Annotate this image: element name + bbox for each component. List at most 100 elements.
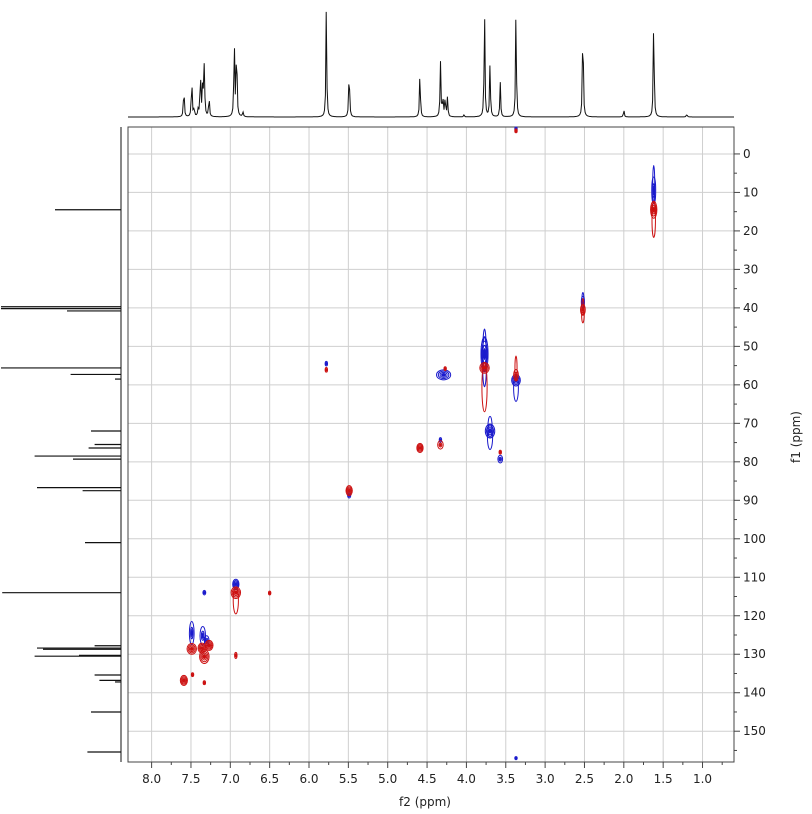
contour-ring	[481, 364, 488, 372]
contour-core	[202, 654, 206, 659]
contour-ring	[651, 205, 656, 215]
contour-core	[325, 362, 328, 365]
red-contour-peak	[514, 128, 518, 134]
contour-core	[201, 632, 204, 640]
red-contour-peak	[190, 672, 195, 678]
contour-ring	[651, 176, 657, 205]
contour-core	[200, 646, 204, 650]
contour-core	[482, 366, 487, 370]
x-tick-label: 2.5	[575, 772, 594, 786]
y-tick-label: 150	[743, 724, 766, 738]
contour-ring	[190, 626, 194, 640]
contour-ring	[513, 376, 519, 384]
contour-ring	[514, 756, 518, 761]
red-contour-peak	[443, 366, 447, 372]
y-axis-title: f1 (ppm)	[789, 411, 803, 463]
contour-ring	[514, 128, 518, 134]
contour-ring	[202, 589, 207, 596]
contour-core	[325, 369, 328, 371]
contour-ring	[199, 649, 210, 664]
contour-ring	[201, 652, 208, 661]
y-tick-label: 70	[743, 416, 758, 430]
red-contour-peak	[580, 298, 586, 324]
contour-core	[441, 373, 447, 377]
y-tick-label: 50	[743, 339, 758, 353]
contour-ring	[232, 589, 239, 597]
contour-core	[203, 681, 206, 684]
y-tick-label: 90	[743, 493, 758, 507]
x-tick-label: 2.0	[614, 772, 633, 786]
contour-core	[191, 673, 194, 676]
contour-core	[515, 373, 517, 378]
contour-ring	[437, 370, 450, 380]
plot-border	[127, 126, 735, 763]
blue-contour-peak	[438, 437, 443, 443]
contour-ring	[514, 371, 518, 379]
contour-core	[418, 446, 422, 450]
contour-ring	[438, 437, 443, 443]
x-axis-title: f2 (ppm)	[399, 795, 451, 809]
red-contour-peak	[204, 639, 214, 651]
contour-core	[499, 451, 502, 453]
contour-ring	[439, 371, 448, 378]
y-tick-label: 80	[743, 455, 758, 469]
y-tick-label: 130	[743, 647, 766, 661]
contour-ring	[346, 486, 353, 495]
contour-ring	[267, 590, 272, 596]
blue-contour-peak	[484, 415, 496, 451]
contour-ring	[186, 642, 197, 655]
contour-core	[439, 443, 442, 447]
contour-ring	[188, 645, 195, 653]
contour-ring	[485, 425, 495, 437]
x-tick-label: 1.5	[654, 772, 673, 786]
contour-ring	[484, 423, 496, 439]
contour-core	[190, 629, 193, 638]
contour-ring	[230, 586, 242, 599]
plot-frame	[127, 126, 735, 763]
y-tick-label: 30	[743, 262, 758, 276]
contour-core	[582, 307, 584, 312]
blue-contour-peak	[202, 589, 207, 596]
f2-projection-trace	[128, 11, 734, 118]
contour-core	[235, 654, 237, 657]
red-contour-peak	[230, 586, 242, 615]
contour-ring	[417, 444, 423, 452]
x-tick-label: 3.0	[536, 772, 555, 786]
y-tick-label: 140	[743, 686, 766, 700]
contour-core	[515, 757, 517, 759]
red-contour-peak	[498, 449, 502, 455]
red-contour-peak	[650, 200, 658, 238]
contour-ring	[652, 183, 656, 198]
red-contour-peak	[437, 440, 444, 450]
red-contour-peak	[179, 674, 188, 686]
x-tick-label: 7.5	[181, 772, 200, 786]
contour-core	[268, 592, 271, 594]
red-contour-peak	[513, 355, 519, 382]
contour-core	[348, 488, 351, 493]
contour-ring	[202, 680, 207, 686]
contour-ring	[181, 677, 187, 684]
x-tick-label: 6.0	[299, 772, 318, 786]
contour-core	[234, 590, 238, 595]
contour-ring	[480, 363, 489, 373]
red-contour-peak	[267, 590, 272, 596]
contour-ring	[650, 202, 657, 217]
y-tick-label: 0	[743, 147, 751, 161]
grid	[128, 127, 734, 762]
contour-ring	[498, 456, 502, 462]
contour-ring	[580, 303, 586, 316]
contour-core	[515, 130, 517, 132]
x-axis-ticks: 8.0 7.5 7.0 6.5 6.0 5.5 5.0 4.5 4.0 3.5 3.0 2.5 2.0 1…	[142, 762, 723, 786]
contour-ring	[650, 200, 658, 219]
contour-ring	[206, 642, 212, 649]
contour-core	[652, 185, 655, 196]
y-tick-label: 10	[743, 185, 758, 199]
red-contour-peak	[416, 442, 424, 454]
blue-contour-peak	[651, 164, 657, 205]
blue-contour-peak	[324, 360, 329, 367]
contour-ring	[232, 578, 240, 590]
blue-contour-peak	[188, 621, 195, 646]
contour-ring	[324, 367, 329, 373]
red-contour-peak	[345, 485, 353, 497]
